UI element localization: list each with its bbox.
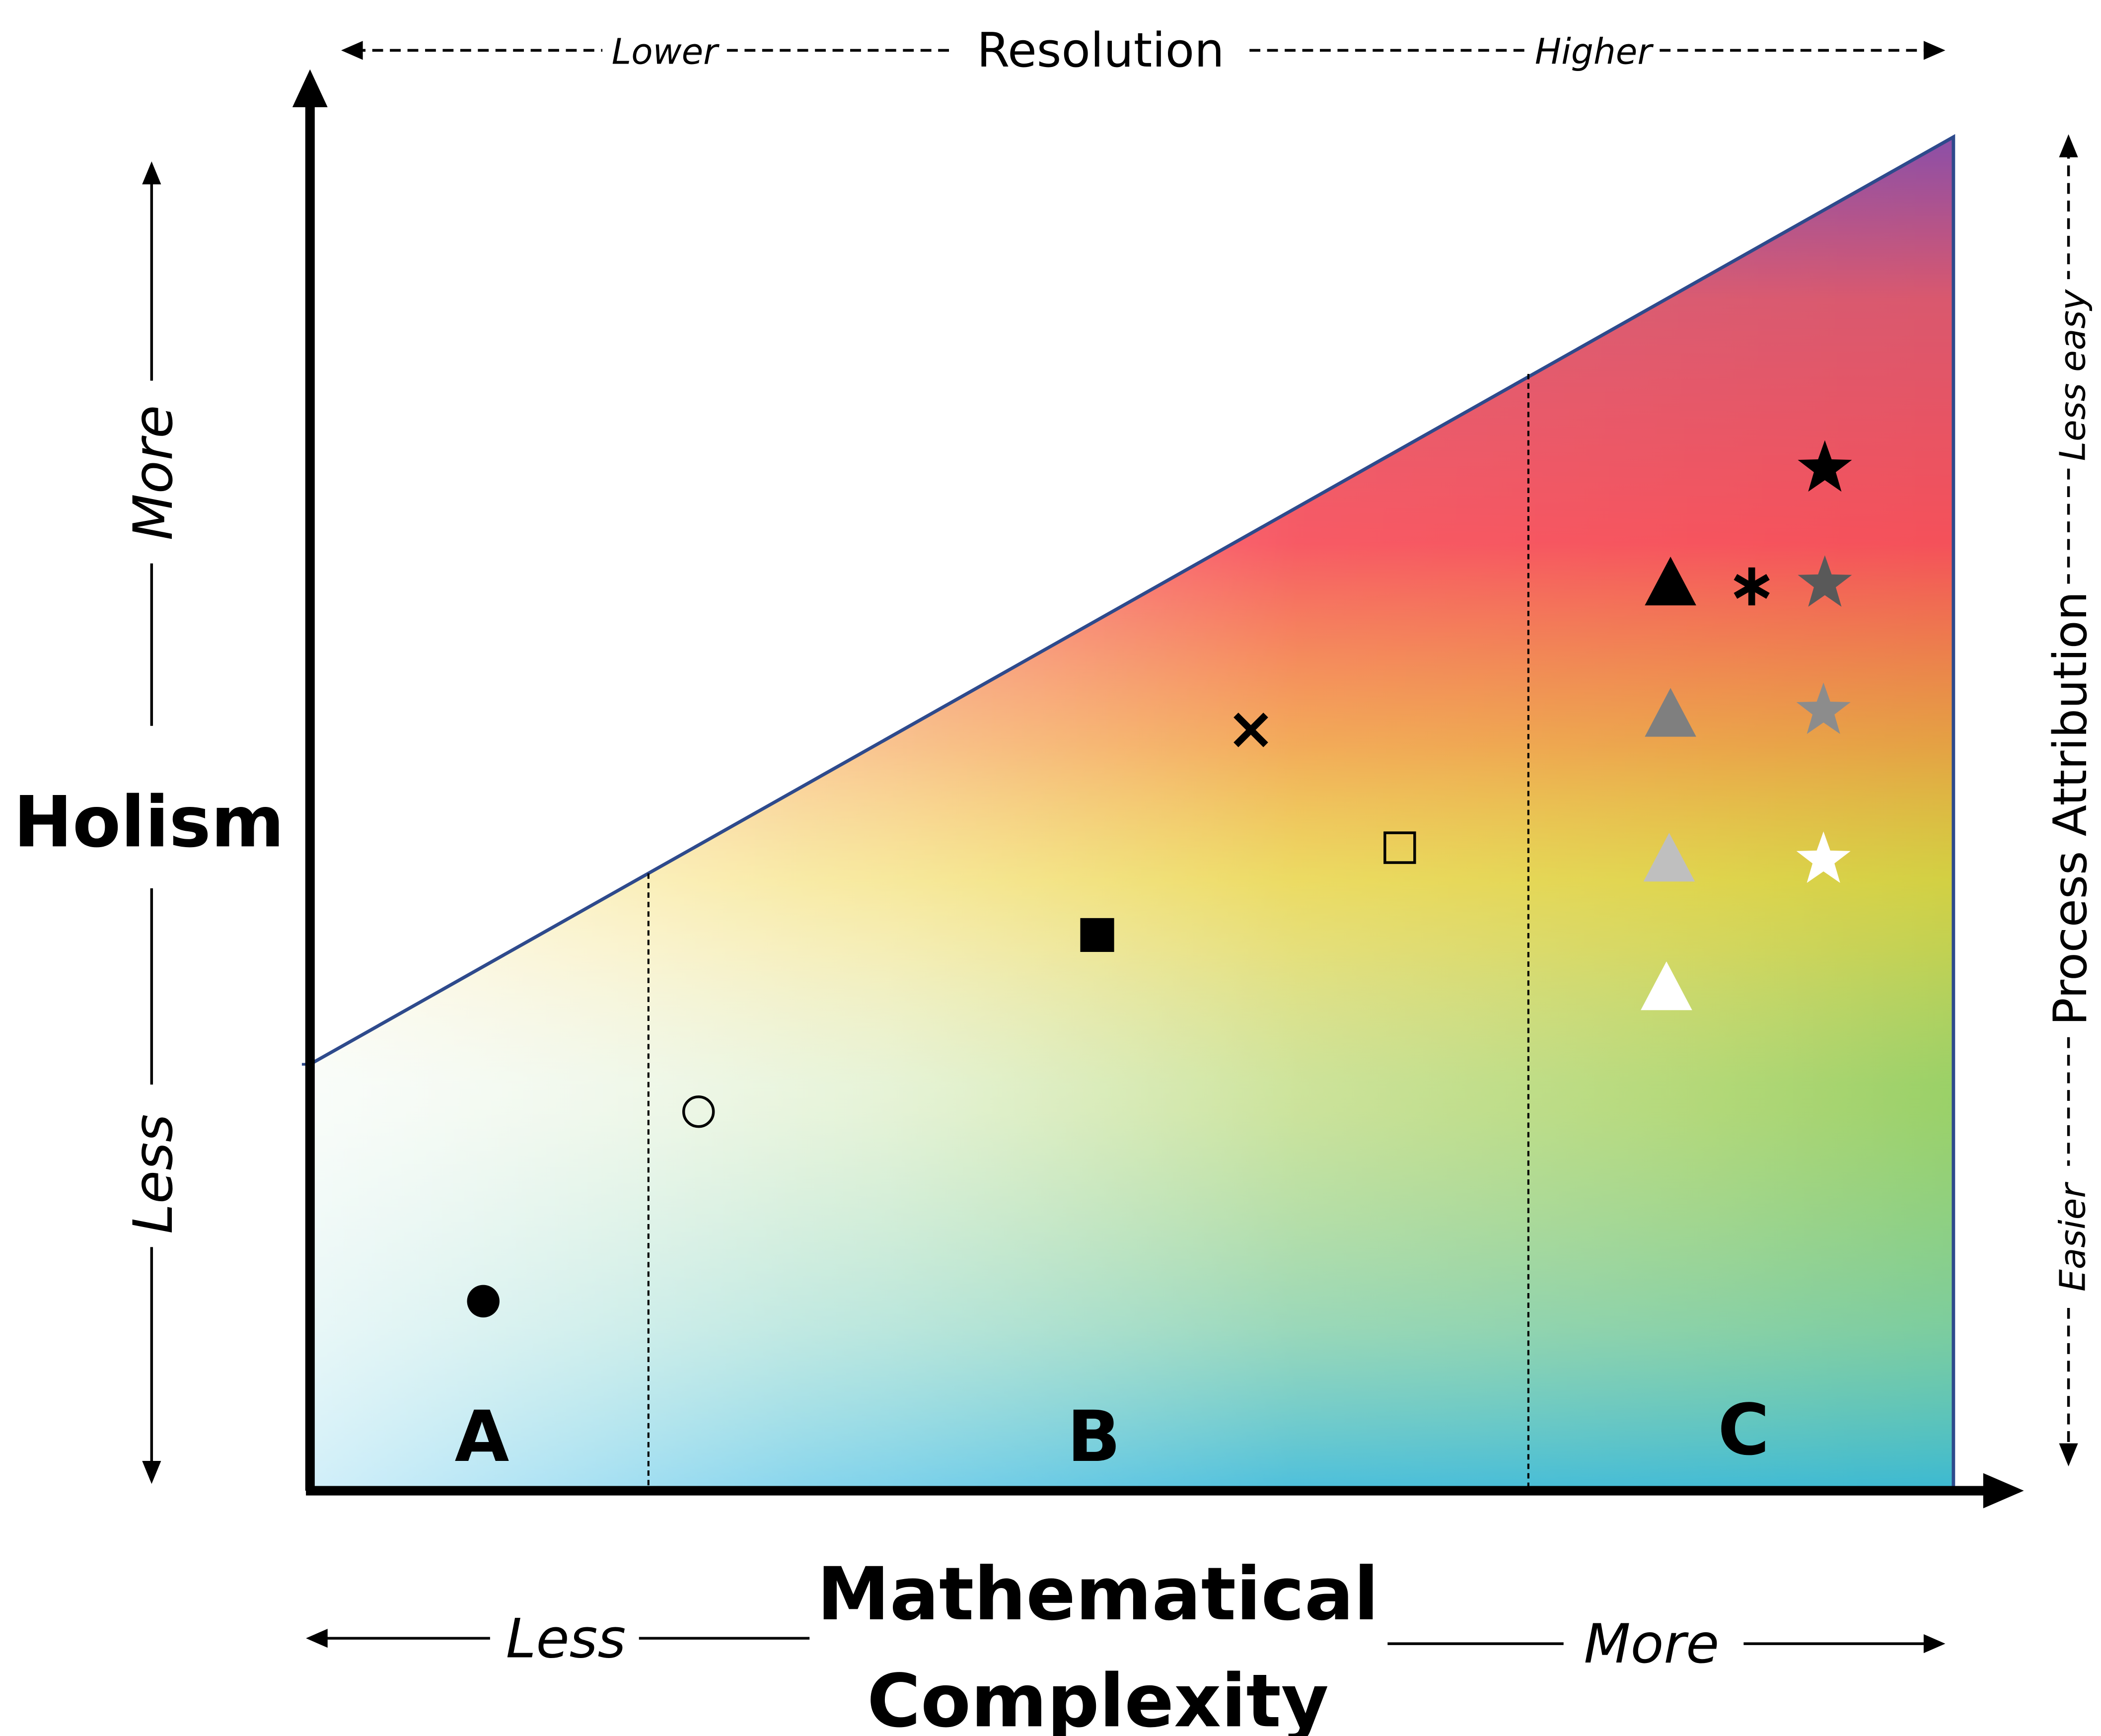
star-white-marker <box>1796 831 1851 883</box>
star-gray-marker <box>1796 682 1851 734</box>
star-dark-gray-marker <box>1798 555 1852 607</box>
complexity-title-line2: Complexity <box>867 1658 1329 1736</box>
star-black-marker <box>1798 440 1852 492</box>
markers <box>467 440 1852 1318</box>
attribution-title: Process Attribution <box>2043 591 2097 1025</box>
filled-square-marker <box>1080 918 1114 952</box>
region-outline <box>309 134 1956 1491</box>
holism-more-label: More <box>122 405 185 541</box>
complexity-more-label: More <box>1584 1612 1720 1675</box>
complexity-axis: Less Mathematical Complexity More <box>306 1551 1946 1736</box>
cross-marker <box>1233 713 1268 747</box>
triangle-dark-gray-marker <box>1645 688 1696 737</box>
resolution-title: Resolution <box>977 22 1225 78</box>
attribution-less-easy-label: Less easy <box>2052 289 2093 461</box>
region-c-label: C <box>1718 1389 1769 1471</box>
region-a-label: A <box>455 1396 509 1478</box>
open-square-marker <box>1383 831 1416 864</box>
triangle-light-gray-marker <box>1643 833 1695 882</box>
filled-circle-marker <box>467 1285 500 1318</box>
shaded-region <box>301 134 1956 1491</box>
triangle-black-marker <box>1645 556 1696 606</box>
complexity-less-label: Less <box>506 1607 626 1670</box>
main-axes <box>292 69 2024 1509</box>
process-attribution-axis: Less easy Process Attribution Easier <box>2043 134 2097 1466</box>
triangle-white-marker <box>1641 961 1692 1011</box>
resolution-lower-label: Lower <box>612 31 720 72</box>
holism-axis: More Holism Less <box>13 161 285 1484</box>
asterisk-marker <box>1734 567 1770 606</box>
complexity-title-line1: Mathematical <box>817 1551 1378 1637</box>
resolution-axis: Lower Resolution Higher <box>341 22 1946 78</box>
holism-title: Holism <box>13 781 284 863</box>
attribution-easier-label: Easier <box>2052 1182 2093 1292</box>
open-circle-marker <box>682 1095 715 1128</box>
region-b-label: B <box>1067 1396 1121 1478</box>
holism-less-label: Less <box>122 1114 185 1233</box>
resolution-higher-label: Higher <box>1535 31 1654 72</box>
